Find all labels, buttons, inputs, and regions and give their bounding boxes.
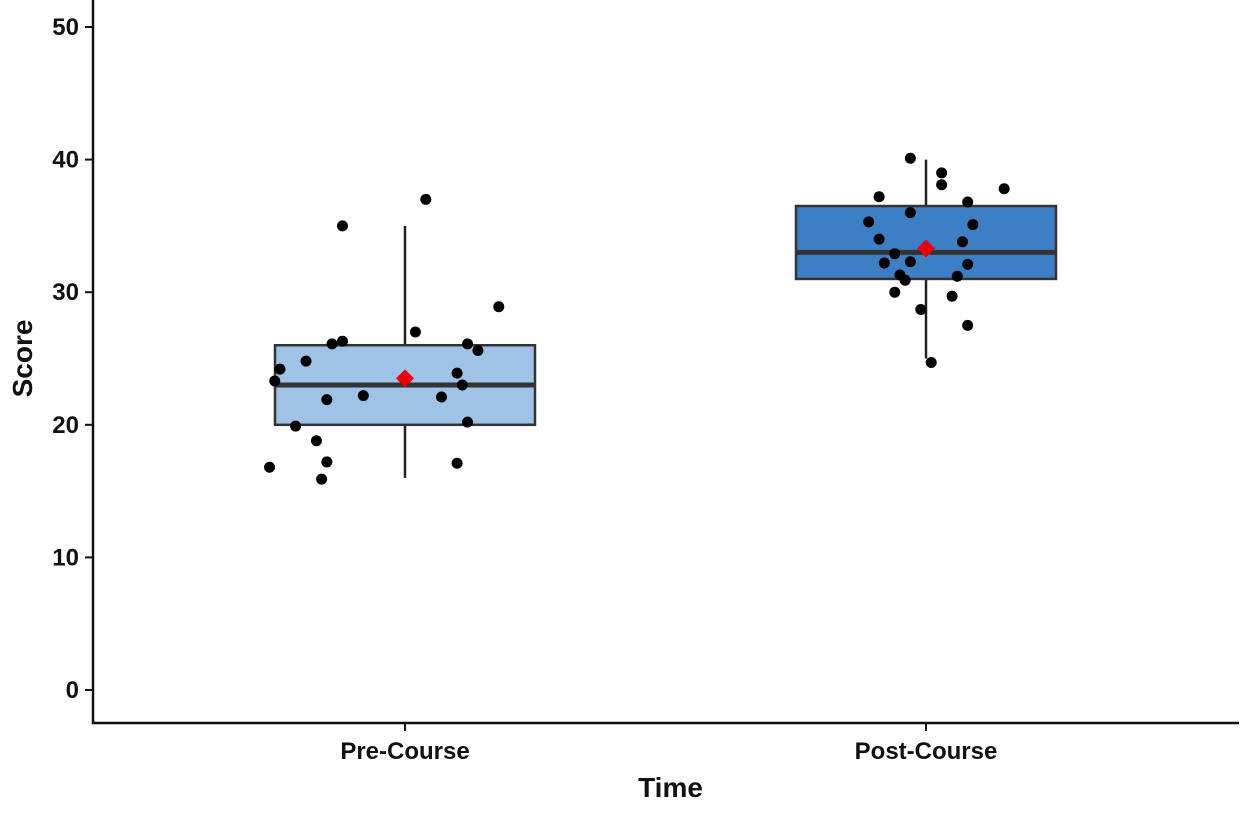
data-point xyxy=(863,216,875,228)
data-points-layer xyxy=(264,152,1010,485)
data-point xyxy=(951,270,963,282)
x-ticks: Pre-Course Post-Course xyxy=(340,723,997,765)
y-tick-label: 0 xyxy=(66,677,79,704)
x-axis-title: Time xyxy=(638,772,703,803)
data-point xyxy=(462,416,474,428)
axes-layer xyxy=(91,0,1239,725)
data-point xyxy=(409,326,421,338)
data-point xyxy=(316,473,328,485)
data-point xyxy=(962,196,974,208)
data-point xyxy=(956,236,968,248)
data-point xyxy=(420,193,432,205)
whiskers-layer xyxy=(403,159,928,478)
data-point xyxy=(264,461,276,473)
data-point xyxy=(915,303,927,315)
data-point xyxy=(290,420,302,432)
data-point xyxy=(899,274,911,286)
mean-markers-layer xyxy=(396,239,935,388)
data-point xyxy=(300,355,312,367)
data-point xyxy=(967,219,979,231)
data-point xyxy=(936,167,948,179)
data-point xyxy=(873,233,885,245)
data-point xyxy=(936,179,948,191)
data-point xyxy=(472,345,484,357)
data-point xyxy=(357,390,369,402)
mean-marker xyxy=(917,239,935,258)
data-point xyxy=(336,220,348,232)
data-point xyxy=(946,290,958,302)
data-point xyxy=(904,207,916,219)
data-point xyxy=(962,319,974,331)
x-tick-label: Pre-Course xyxy=(340,738,469,765)
y-tick-label: 20 xyxy=(52,412,79,439)
data-point xyxy=(451,367,463,379)
data-point xyxy=(456,379,468,391)
y-axis-title: Score xyxy=(7,320,38,398)
y-tick-label: 10 xyxy=(52,544,79,571)
data-point xyxy=(998,183,1010,195)
y-tick-label: 40 xyxy=(52,147,79,174)
data-point xyxy=(435,391,447,403)
x-tick-label: Post-Course xyxy=(855,738,998,765)
data-point xyxy=(326,338,338,350)
data-point xyxy=(904,256,916,268)
data-point xyxy=(269,375,281,387)
mean-marker xyxy=(396,369,414,388)
data-point xyxy=(493,301,505,313)
data-point xyxy=(925,356,937,368)
data-point xyxy=(321,394,333,406)
data-point xyxy=(889,248,901,260)
data-point xyxy=(274,363,286,375)
y-tick-label: 30 xyxy=(52,279,79,306)
y-ticks: 0 10 20 30 40 50 xyxy=(52,14,93,704)
data-point xyxy=(451,457,463,469)
data-point xyxy=(962,258,974,270)
data-point xyxy=(904,152,916,164)
data-point xyxy=(878,257,890,269)
y-tick-label: 50 xyxy=(52,14,79,41)
boxes-layer xyxy=(273,204,1058,427)
data-point xyxy=(462,338,474,350)
data-point xyxy=(873,191,885,203)
data-point xyxy=(310,435,322,447)
data-point xyxy=(321,456,333,468)
data-point xyxy=(336,335,348,347)
data-point xyxy=(889,286,901,298)
